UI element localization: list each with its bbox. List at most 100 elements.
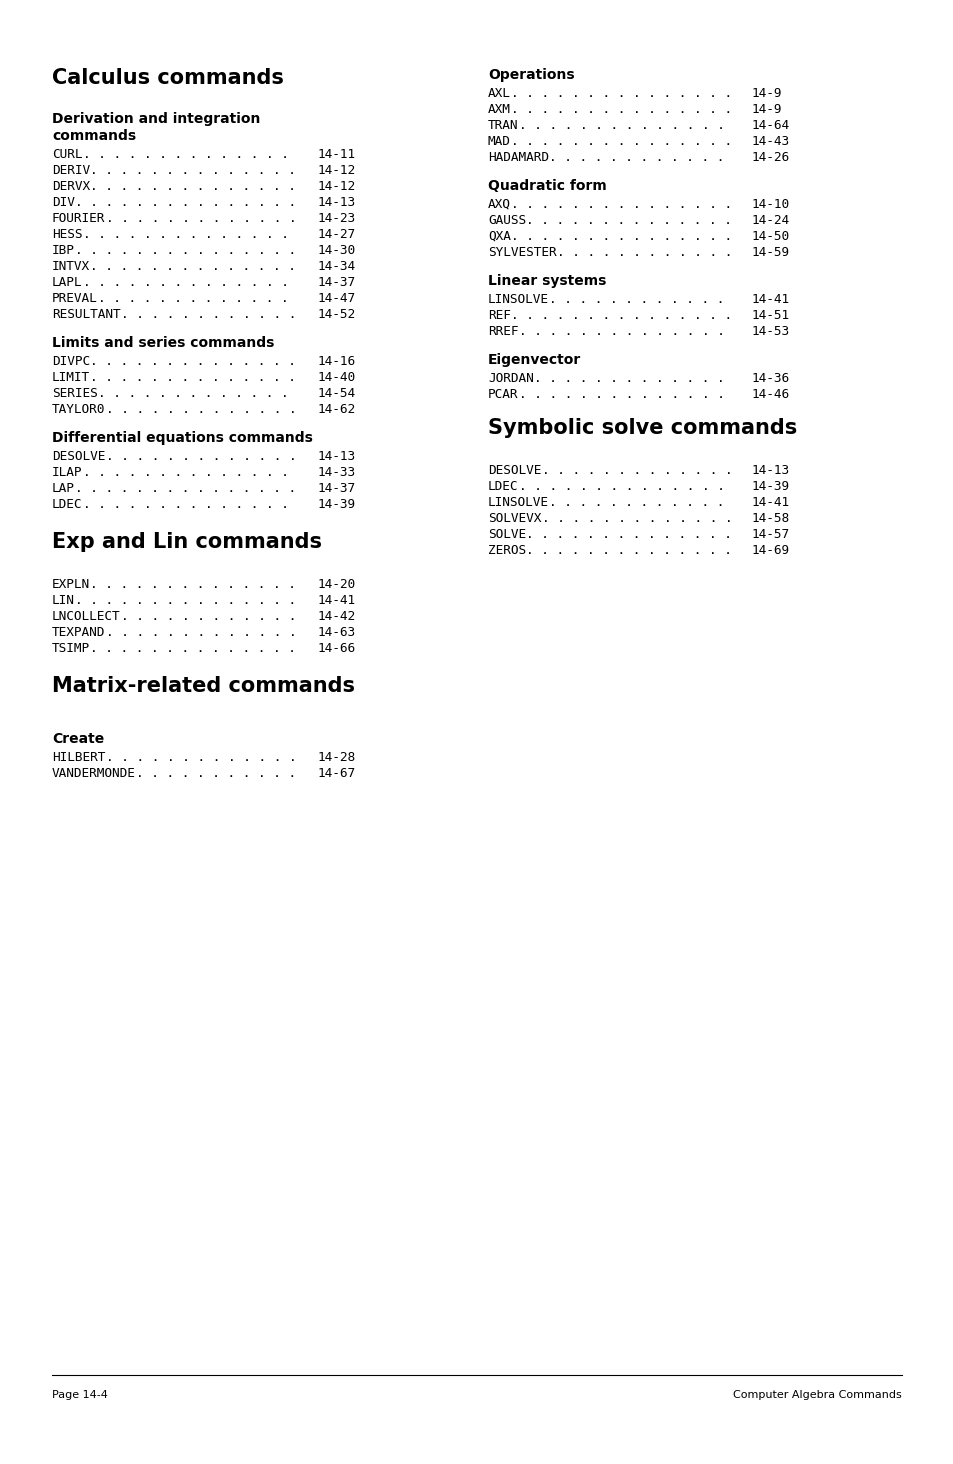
Text: TEXPAND: TEXPAND [52,627,105,638]
Text: 14-27: 14-27 [317,228,355,242]
Text: INTVX: INTVX [52,261,90,272]
Text: . . . . . . . . . . . . . .: . . . . . . . . . . . . . . [518,388,731,401]
Text: SYLVESTER: SYLVESTER [488,246,556,259]
Text: LNCOLLECT: LNCOLLECT [52,610,120,624]
Text: Exp and Lin commands: Exp and Lin commands [52,531,322,552]
Text: . . . . . . . . . . . . . .: . . . . . . . . . . . . . . [526,529,740,542]
Text: . . . . . . . . . . . . . . .: . . . . . . . . . . . . . . . [75,482,303,495]
Text: 14-40: 14-40 [317,370,355,384]
Text: . . . . . . . . . . . . . . .: . . . . . . . . . . . . . . . [75,244,303,258]
Text: 14-10: 14-10 [751,198,789,211]
Text: . . . . . . . . . . . . . .: . . . . . . . . . . . . . . [83,148,295,161]
Text: LAP: LAP [52,482,74,495]
Text: . . . . . . . . . . . . . . .: . . . . . . . . . . . . . . . [511,198,739,211]
Text: . . . . . . . . . . . . .: . . . . . . . . . . . . . [106,751,304,764]
Text: . . . . . . . . . . . .: . . . . . . . . . . . . [549,293,732,306]
Text: 14-42: 14-42 [317,610,355,624]
Text: GAUSS: GAUSS [488,214,525,227]
Text: 14-50: 14-50 [751,230,789,243]
Text: 14-24: 14-24 [751,214,789,227]
Text: SOLVEVX: SOLVEVX [488,512,540,526]
Text: REF: REF [488,309,511,322]
Text: DIV: DIV [52,196,74,209]
Text: 14-69: 14-69 [751,545,789,556]
Text: . . . . . . . . . . . . .: . . . . . . . . . . . . . [98,386,296,400]
Text: . . . . . . . . . . . . . .: . . . . . . . . . . . . . . [91,180,303,193]
Text: DERVX: DERVX [52,180,90,193]
Text: 14-12: 14-12 [317,180,355,193]
Text: LAPL: LAPL [52,277,82,288]
Text: 14-47: 14-47 [317,291,355,305]
Text: Symbolic solve commands: Symbolic solve commands [488,419,797,438]
Text: AXL: AXL [488,86,511,100]
Text: AXM: AXM [488,102,511,116]
Text: 14-39: 14-39 [317,498,355,511]
Text: Create: Create [52,732,104,747]
Text: PCAR: PCAR [488,388,518,401]
Text: MAD: MAD [488,135,511,148]
Text: HESS: HESS [52,228,82,242]
Text: 14-64: 14-64 [751,119,789,132]
Text: . . . . . . . . . . . . . . .: . . . . . . . . . . . . . . . [511,102,739,116]
Text: 14-13: 14-13 [317,449,355,463]
Text: JORDAN: JORDAN [488,372,533,385]
Text: . . . . . . . . . . . . . .: . . . . . . . . . . . . . . [91,370,303,384]
Text: FOURIER: FOURIER [52,212,105,225]
Text: 14-23: 14-23 [317,212,355,225]
Text: . . . . . . . . . . . . . .: . . . . . . . . . . . . . . [91,164,303,177]
Text: 14-37: 14-37 [317,277,355,288]
Text: 14-53: 14-53 [751,325,789,338]
Text: 14-59: 14-59 [751,246,789,259]
Text: . . . . . . . . . . . . .: . . . . . . . . . . . . . [541,512,740,526]
Text: . . . . . . . . . . . . . .: . . . . . . . . . . . . . . [91,578,303,591]
Text: AXQ: AXQ [488,198,511,211]
Text: . . . . . . . . . . . .: . . . . . . . . . . . . [549,496,732,509]
Text: 14-62: 14-62 [317,403,355,416]
Text: PREVAL: PREVAL [52,291,97,305]
Text: Calculus commands: Calculus commands [52,67,284,88]
Text: TAYLOR0: TAYLOR0 [52,403,105,416]
Text: . . . . . . . . . . . .: . . . . . . . . . . . . [549,151,732,164]
Text: Page 14-4: Page 14-4 [52,1389,108,1400]
Text: . . . . . . . . . . . . .: . . . . . . . . . . . . . [534,372,732,385]
Text: HADAMARD: HADAMARD [488,151,548,164]
Text: LIN: LIN [52,594,74,608]
Text: CURL: CURL [52,148,82,161]
Text: . . . . . . . . . . . . . .: . . . . . . . . . . . . . . [526,545,740,556]
Text: EXPLN: EXPLN [52,578,90,591]
Text: 14-41: 14-41 [751,293,789,306]
Text: LDEC: LDEC [488,480,518,493]
Text: ILAP: ILAP [52,466,82,479]
Text: Computer Algebra Commands: Computer Algebra Commands [733,1389,901,1400]
Text: TRAN: TRAN [488,119,518,132]
Text: . . . . . . . . . . . .: . . . . . . . . . . . . [121,610,304,624]
Text: . . . . . . . . . . . . .: . . . . . . . . . . . . . [98,291,296,305]
Text: 14-39: 14-39 [751,480,789,493]
Text: 14-41: 14-41 [751,496,789,509]
Text: 14-52: 14-52 [317,307,355,321]
Text: . . . . . . . . . . . . . .: . . . . . . . . . . . . . . [518,119,731,132]
Text: 14-46: 14-46 [751,388,789,401]
Text: Quadratic form: Quadratic form [488,179,606,193]
Text: . . . . . . . . . . . . .: . . . . . . . . . . . . . [541,464,740,477]
Text: 14-9: 14-9 [751,102,781,116]
Text: . . . . . . . . . . . . . .: . . . . . . . . . . . . . . [91,261,303,272]
Text: 14-51: 14-51 [751,309,789,322]
Text: RREF: RREF [488,325,518,338]
Text: . . . . . . . . . . . .: . . . . . . . . . . . . [121,307,304,321]
Text: DERIV: DERIV [52,164,90,177]
Text: . . . . . . . . . . . . . .: . . . . . . . . . . . . . . [91,643,303,654]
Text: . . . . . . . . . . . . .: . . . . . . . . . . . . . [106,627,304,638]
Text: 14-67: 14-67 [317,767,355,780]
Text: 14-9: 14-9 [751,86,781,100]
Text: 14-54: 14-54 [317,386,355,400]
Text: DESOLVE: DESOLVE [52,449,105,463]
Text: 14-13: 14-13 [317,196,355,209]
Text: commands: commands [52,129,136,143]
Text: SERIES: SERIES [52,386,97,400]
Text: TSIMP: TSIMP [52,643,90,654]
Text: 14-16: 14-16 [317,354,355,367]
Text: 14-28: 14-28 [317,751,355,764]
Text: 14-20: 14-20 [317,578,355,591]
Text: . . . . . . . . . . . . . . .: . . . . . . . . . . . . . . . [75,594,303,608]
